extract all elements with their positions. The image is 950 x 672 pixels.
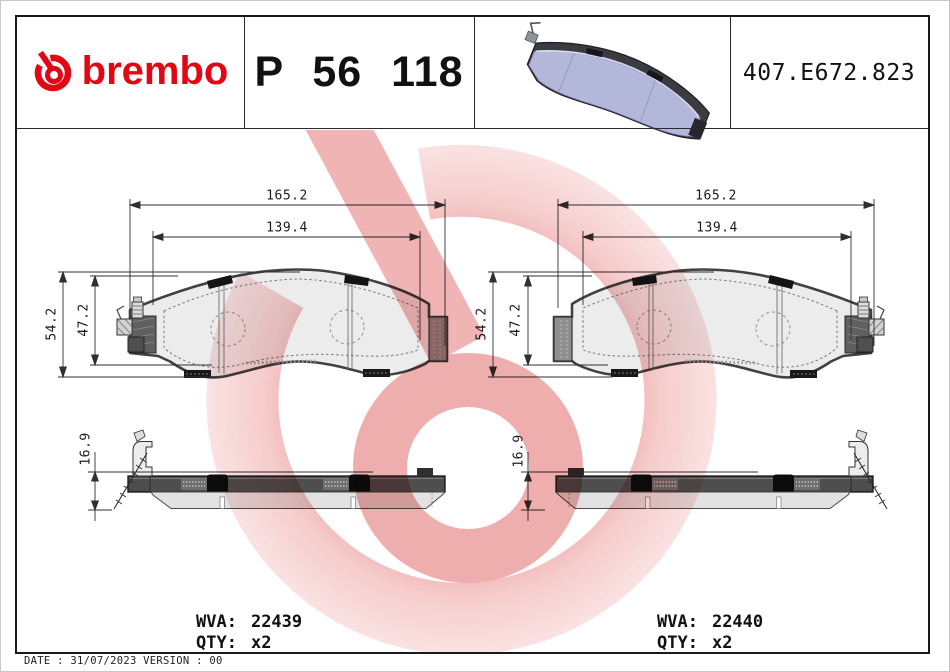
qty-value: x2 <box>250 633 272 653</box>
wva-line: WVA: 22440 <box>657 612 763 633</box>
brand-logo-cell: brembo <box>17 17 244 128</box>
qty-value: x2 <box>711 633 733 653</box>
side-view-right-pad <box>555 429 888 510</box>
wva-label: WVA: <box>196 612 237 632</box>
qty-line: QTY: x2 <box>657 633 763 654</box>
qty-label: QTY: <box>657 633 698 653</box>
header-cell-divider <box>474 17 475 128</box>
dim-pad-width-left: 139.4 <box>266 220 308 236</box>
side-view-left-pad <box>113 429 446 510</box>
wva-number: 22439 <box>250 612 303 632</box>
right-pad-info: WVA: 22440 QTY: x2 <box>657 612 763 654</box>
dim-total-height-right: 54.2 <box>474 307 490 341</box>
brembo-logo-icon <box>33 49 73 97</box>
wva-label: WVA: <box>657 612 698 632</box>
dim-total-width-right: 165.2 <box>695 188 737 204</box>
wva-line: WVA: 22439 <box>196 612 302 633</box>
dim-pad-width-right: 139.4 <box>696 220 738 236</box>
wva-number: 22440 <box>711 612 764 632</box>
dim-total-width-left: 165.2 <box>266 188 308 204</box>
left-pad-info: WVA: 22439 QTY: x2 <box>196 612 302 654</box>
part-number-cell: P 56 118 <box>244 17 474 128</box>
dim-pad-height-right: 47.2 <box>508 303 524 337</box>
qty-label: QTY: <box>196 633 237 653</box>
qty-line: QTY: x2 <box>196 633 302 654</box>
part-number: P 56 118 <box>254 48 464 96</box>
header-cell-divider <box>244 17 245 128</box>
header-cell-divider <box>730 17 731 128</box>
brake-pad-3d-image <box>524 22 710 140</box>
front-view-right-pad <box>552 267 886 380</box>
dim-thickness-right: 16.9 <box>511 434 527 468</box>
dim-total-height-left: 54.2 <box>44 307 60 341</box>
catalog-code-cell: 407.E672.823 <box>730 17 928 128</box>
front-view-left-pad <box>115 267 449 380</box>
catalog-code: 407.E672.823 <box>742 59 916 86</box>
brand-wordmark: brembo <box>81 48 229 93</box>
dim-thickness-left: 16.9 <box>78 432 94 466</box>
dim-pad-height-left: 47.2 <box>76 303 92 337</box>
header-divider <box>17 128 928 129</box>
date-version-line: DATE : 31/07/2023 VERSION : 00 <box>24 655 223 667</box>
